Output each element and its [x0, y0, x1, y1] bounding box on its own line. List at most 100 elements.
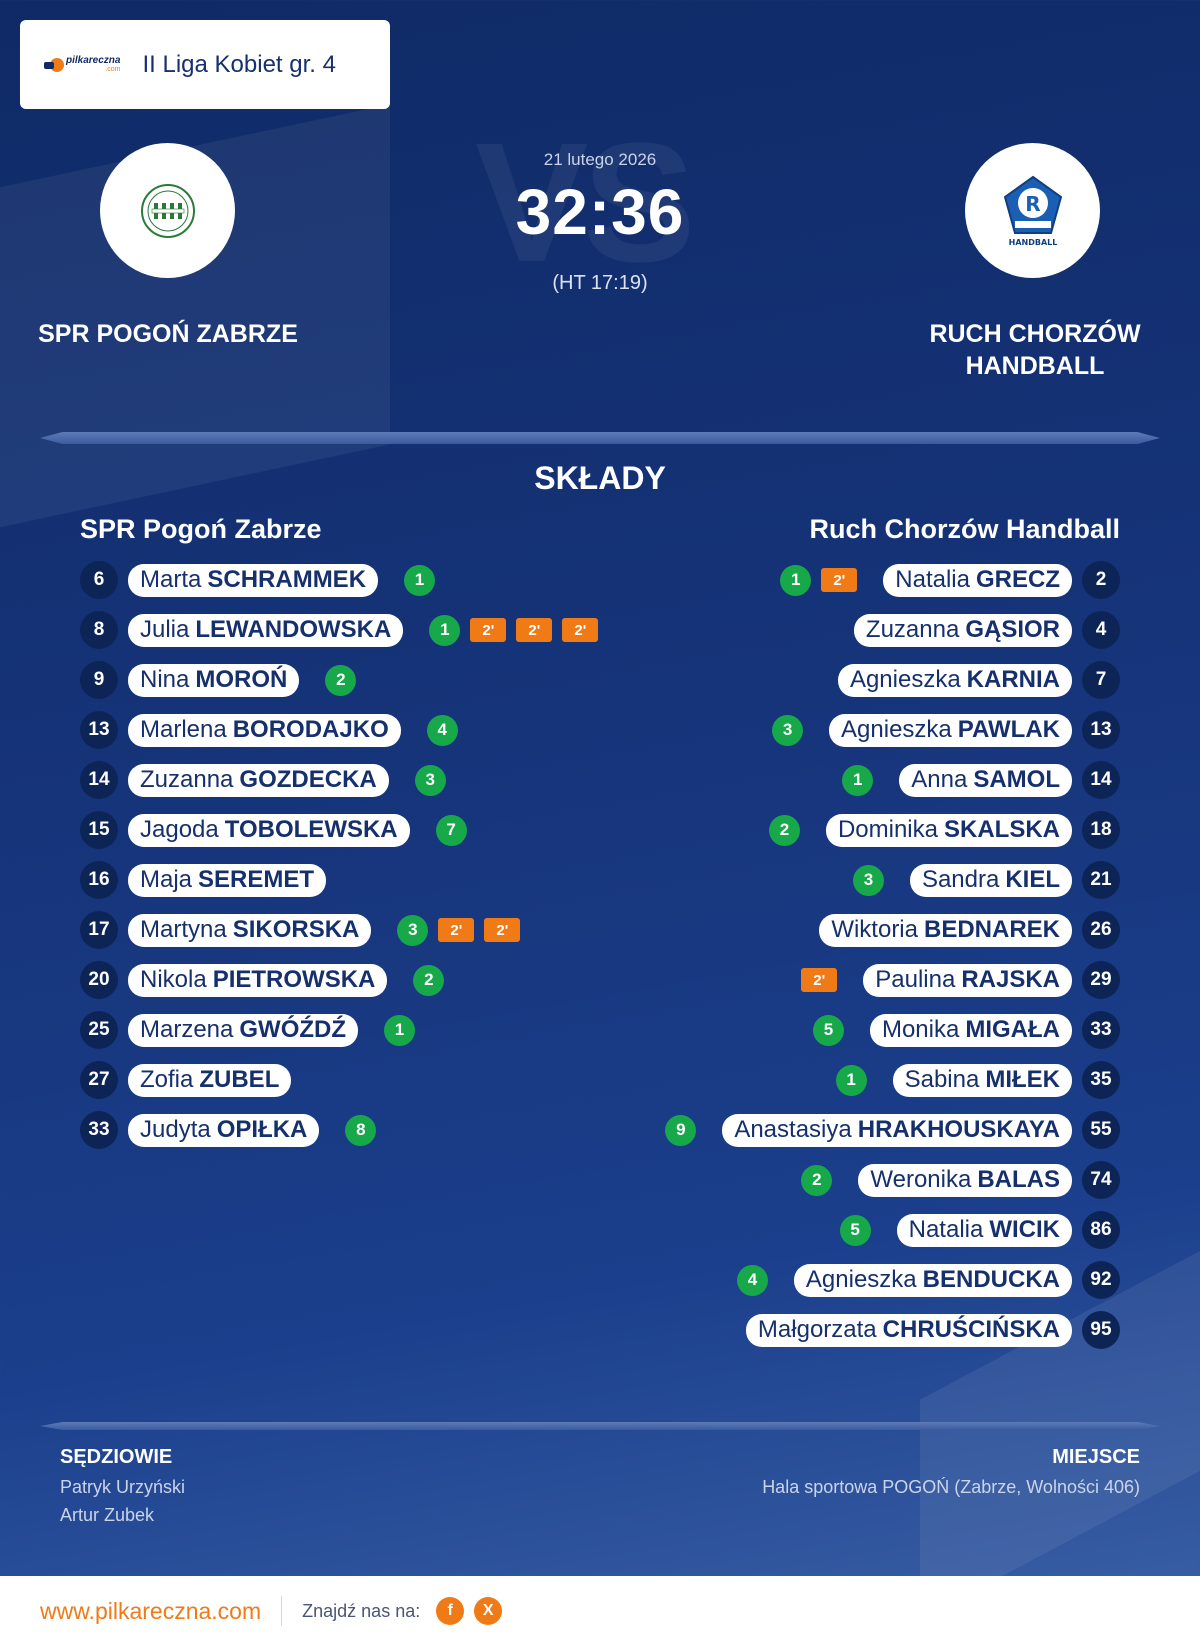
site-link[interactable]: www.pilkareczna.com — [40, 1597, 262, 1624]
player-events: 1 — [404, 564, 436, 596]
goals-badge: 2 — [768, 814, 800, 846]
player-last-name: SAMOL — [973, 766, 1060, 793]
player-first-name: Wiktoria — [831, 916, 918, 943]
player-last-name: KIEL — [1005, 866, 1060, 893]
goals-badge: 1 — [404, 564, 436, 596]
player-row: 7 Agnieszka KARNIA — [665, 655, 1120, 705]
player-last-name: GWÓŹDŹ — [239, 1016, 347, 1043]
find-us-label: Znajdź nas na: — [302, 1600, 421, 1621]
player-name: Nikola PIETROWSKA — [128, 963, 388, 997]
player-number: 35 — [1082, 1061, 1120, 1099]
player-events: 2 — [325, 664, 357, 696]
section-title: SKŁADY — [534, 460, 666, 496]
player-row: 33 Judyta OPIŁKA 8 — [80, 1105, 598, 1155]
player-number: 4 — [1082, 611, 1120, 649]
player-name: Natalia WICIK — [896, 1213, 1072, 1247]
player-row: 74 Weronika BALAS 2 — [665, 1155, 1120, 1205]
player-last-name: CHRUŚCIŃSKA — [882, 1316, 1060, 1343]
player-name: Zuzanna GOZDECKA — [128, 763, 389, 797]
player-last-name: TOBOLEWSKA — [224, 816, 398, 843]
suspension-badge: 2' — [470, 618, 507, 642]
suspension-badge: 2' — [562, 618, 599, 642]
player-events: 1 2' 2' 2' — [429, 614, 599, 646]
referee-name: Patryk Urzyński — [60, 1477, 186, 1497]
player-row: 14 Anna SAMOL 1 — [665, 755, 1120, 805]
goals-badge: 7 — [435, 814, 467, 846]
player-name: Julia LEWANDOWSKA — [128, 613, 404, 647]
player-events: 3 — [772, 714, 804, 746]
suspension-badge: 2' — [821, 568, 858, 592]
player-first-name: Zofia — [140, 1066, 194, 1093]
player-first-name: Monika — [881, 1016, 960, 1043]
player-events: 9 — [665, 1114, 697, 1146]
player-last-name: OPIŁKA — [216, 1116, 308, 1143]
player-name: Agnieszka BENDUCKA — [793, 1263, 1072, 1297]
away-team-name: RUCH CHORZÓW HANDBALL — [890, 318, 1180, 382]
player-name: Nina MOROŃ — [128, 663, 300, 697]
player-events: 8 — [345, 1114, 377, 1146]
player-number: 74 — [1082, 1161, 1120, 1199]
goals-badge: 5 — [839, 1214, 871, 1246]
goals-badge: 3 — [852, 864, 884, 896]
player-events: 1 — [842, 764, 874, 796]
away-roster-title: Ruch Chorzów Handball — [809, 514, 1121, 544]
svg-text:R: R — [1025, 192, 1040, 216]
pilkareczna-logo: pilkareczna .com — [44, 56, 120, 73]
away-team-name-line2: HANDBALL — [965, 352, 1105, 380]
player-last-name: ZUBEL — [199, 1066, 280, 1093]
footer-bar: www.pilkareczna.com Znajdź nas na: f X — [0, 1576, 1200, 1646]
player-last-name: SKALSKA — [943, 816, 1060, 843]
player-name: Sabina MIŁEK — [892, 1063, 1072, 1097]
player-first-name: Sabina — [904, 1066, 980, 1093]
match-date: 21 lutego 2026 — [543, 150, 657, 169]
player-row: 15 Jagoda TOBOLEWSKA 7 — [80, 805, 598, 855]
player-first-name: Zuzanna — [865, 616, 960, 643]
half-time-score: (HT 17:19) — [552, 272, 648, 294]
goals-badge: 1 — [842, 764, 874, 796]
player-first-name: Agnieszka — [841, 716, 952, 743]
player-first-name: Zuzanna — [140, 766, 234, 793]
player-number: 7 — [1082, 661, 1120, 699]
venue-label: MIEJSCE — [1052, 1446, 1140, 1468]
referee-name: Artur Zubek — [60, 1505, 155, 1525]
player-last-name: GOZDECKA — [239, 766, 377, 793]
goals-badge: 1 — [429, 614, 461, 646]
player-number: 13 — [80, 711, 118, 749]
away-team-name-line1: RUCH CHORZÓW — [929, 320, 1141, 348]
suspension-badge: 2' — [484, 918, 521, 942]
player-row: 4 Zuzanna GĄSIOR — [665, 605, 1120, 655]
player-first-name: Judyta — [140, 1116, 211, 1143]
player-events: 2' — [801, 968, 838, 992]
player-events: 2 — [768, 814, 800, 846]
home-roster-title: SPR Pogoń Zabrze — [80, 514, 322, 544]
player-name: Anastasiya HRAKHOUSKAYA — [722, 1113, 1072, 1147]
goals-badge: 1 — [384, 1014, 416, 1046]
player-row: 16 Maja SEREMET — [80, 855, 598, 905]
player-first-name: Dominika — [837, 816, 938, 843]
player-row: 26 Wiktoria BEDNAREK — [665, 905, 1120, 955]
league-name: II Liga Kobiet gr. 4 — [142, 50, 336, 78]
player-first-name: Marlena — [140, 716, 227, 743]
player-number: 33 — [80, 1111, 118, 1149]
player-events: 4 — [736, 1264, 768, 1296]
player-row: 92 Agnieszka BENDUCKA 4 — [665, 1255, 1120, 1305]
player-last-name: BALAS — [977, 1166, 1060, 1193]
svg-text:HANDBALL: HANDBALL — [1008, 238, 1057, 247]
suspension-badge: 2' — [516, 618, 553, 642]
player-last-name: KARNIA — [966, 666, 1060, 693]
facebook-icon[interactable]: f — [436, 1597, 465, 1625]
goals-badge: 8 — [345, 1114, 377, 1146]
player-number: 15 — [80, 811, 118, 849]
player-last-name: LEWANDOWSKA — [195, 616, 392, 643]
x-icon[interactable]: X — [474, 1597, 503, 1625]
player-last-name: PAWLAK — [957, 716, 1060, 743]
away-team-crest: R HANDBALL — [965, 143, 1100, 278]
footer-separator — [281, 1596, 283, 1626]
player-name: Anna SAMOL — [899, 763, 1072, 797]
player-row: 9 Nina MOROŃ 2 — [80, 655, 598, 705]
goals-badge: 4 — [736, 1264, 768, 1296]
away-roster: 2 Natalia GRECZ 1 2' 4 Zuzanna GĄSIOR 7 Agnieszka… — [665, 555, 1120, 1355]
venue-text: Hala sportowa POGOŃ (Zabrze, Wolności 40… — [762, 1477, 1140, 1497]
goals-badge: 3 — [772, 714, 804, 746]
player-first-name: Nikola — [140, 966, 207, 993]
